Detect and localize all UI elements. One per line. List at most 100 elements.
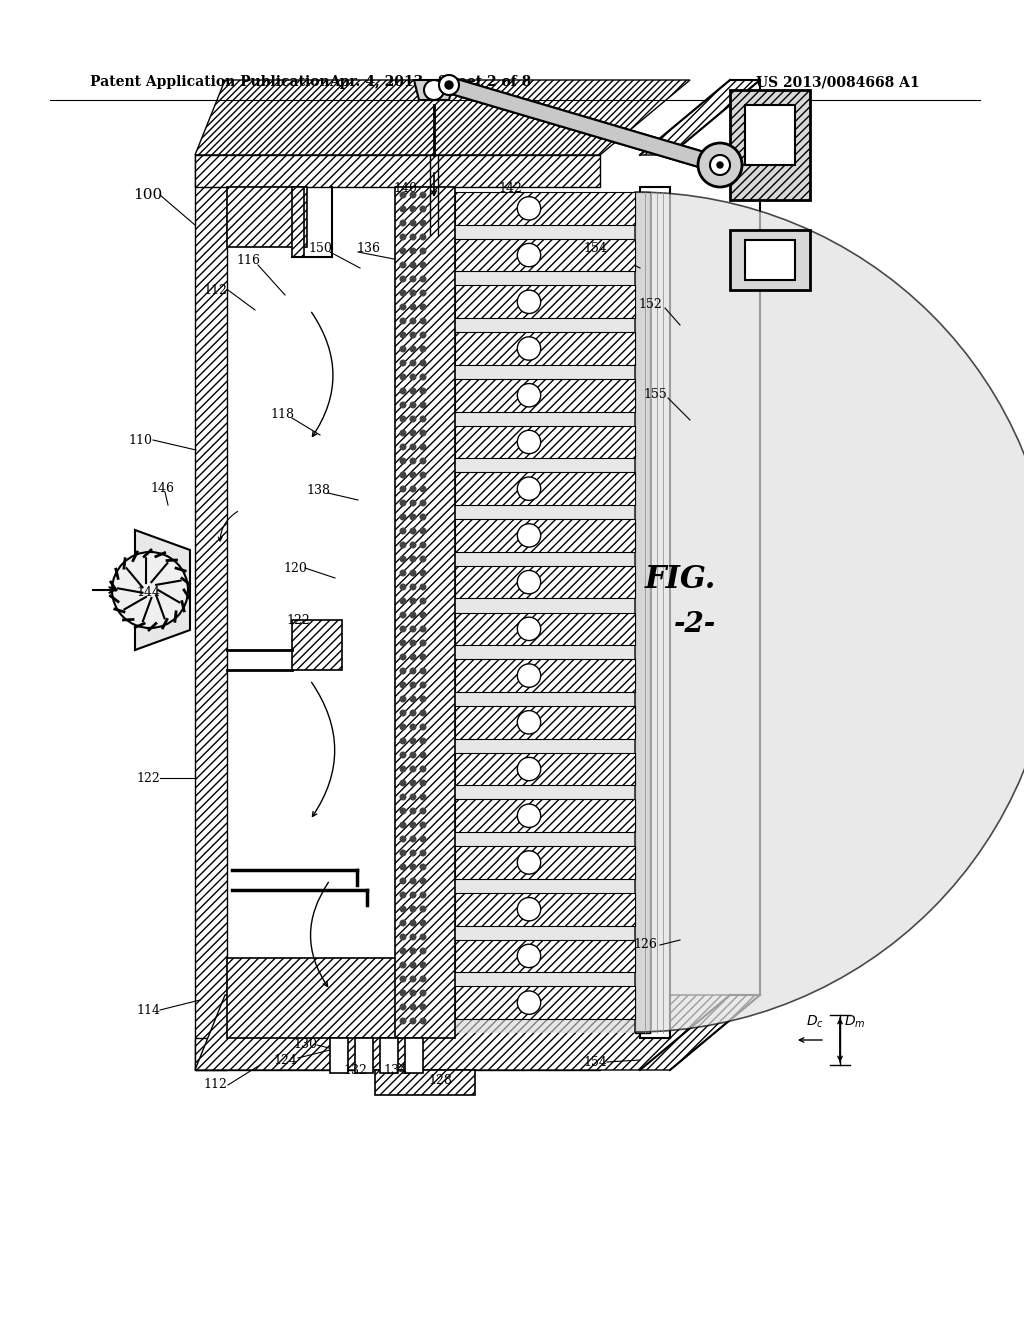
Circle shape xyxy=(420,346,427,352)
Text: 134: 134 xyxy=(383,1064,407,1077)
Circle shape xyxy=(517,758,541,780)
Circle shape xyxy=(399,780,407,787)
Polygon shape xyxy=(455,846,635,879)
Circle shape xyxy=(410,906,417,912)
Polygon shape xyxy=(195,154,227,1071)
Circle shape xyxy=(399,990,407,997)
Circle shape xyxy=(399,583,407,590)
Text: 118: 118 xyxy=(270,408,294,421)
Circle shape xyxy=(420,920,427,927)
Circle shape xyxy=(517,477,541,500)
Circle shape xyxy=(410,458,417,465)
Text: 154: 154 xyxy=(583,242,607,255)
Circle shape xyxy=(420,975,427,982)
Text: Apr. 4, 2013   Sheet 2 of 8: Apr. 4, 2013 Sheet 2 of 8 xyxy=(329,75,531,88)
Circle shape xyxy=(410,191,417,198)
Circle shape xyxy=(399,513,407,520)
Circle shape xyxy=(420,219,427,227)
Circle shape xyxy=(517,570,541,594)
Circle shape xyxy=(517,384,541,407)
Circle shape xyxy=(420,374,427,380)
Circle shape xyxy=(399,234,407,240)
Circle shape xyxy=(420,738,427,744)
Circle shape xyxy=(410,836,417,842)
Circle shape xyxy=(410,808,417,814)
Circle shape xyxy=(420,499,427,507)
Circle shape xyxy=(420,276,427,282)
Text: FIG.: FIG. xyxy=(644,565,716,595)
Polygon shape xyxy=(455,519,635,552)
Circle shape xyxy=(399,863,407,870)
Circle shape xyxy=(410,471,417,479)
Polygon shape xyxy=(446,78,722,173)
Text: -2-: -2- xyxy=(674,611,716,639)
Circle shape xyxy=(420,1018,427,1024)
Polygon shape xyxy=(455,940,635,973)
Bar xyxy=(745,106,795,165)
Circle shape xyxy=(410,486,417,492)
Text: 138: 138 xyxy=(306,483,330,496)
Circle shape xyxy=(420,289,427,297)
Circle shape xyxy=(410,1003,417,1011)
Circle shape xyxy=(410,583,417,590)
Bar xyxy=(330,1038,348,1073)
Circle shape xyxy=(410,219,417,227)
Circle shape xyxy=(420,1003,427,1011)
Circle shape xyxy=(410,416,417,422)
Text: Patent Application Publication: Patent Application Publication xyxy=(90,75,330,88)
Circle shape xyxy=(420,248,427,255)
Text: 130: 130 xyxy=(293,1039,317,1052)
Bar xyxy=(355,1038,373,1073)
Circle shape xyxy=(410,528,417,535)
Polygon shape xyxy=(455,612,635,645)
Circle shape xyxy=(410,598,417,605)
Circle shape xyxy=(445,81,453,88)
Circle shape xyxy=(399,499,407,507)
Circle shape xyxy=(420,471,427,479)
Circle shape xyxy=(410,863,417,870)
Circle shape xyxy=(399,261,407,268)
Wedge shape xyxy=(635,191,1024,1032)
Circle shape xyxy=(399,486,407,492)
Circle shape xyxy=(410,710,417,717)
Circle shape xyxy=(420,513,427,520)
Circle shape xyxy=(399,906,407,912)
Polygon shape xyxy=(455,986,635,1019)
Circle shape xyxy=(420,808,427,814)
Circle shape xyxy=(399,528,407,535)
Circle shape xyxy=(399,569,407,577)
Circle shape xyxy=(410,556,417,562)
Circle shape xyxy=(410,850,417,857)
Circle shape xyxy=(420,696,427,702)
Circle shape xyxy=(399,639,407,647)
Polygon shape xyxy=(455,285,635,318)
Circle shape xyxy=(410,289,417,297)
Text: 146: 146 xyxy=(150,482,174,495)
Circle shape xyxy=(399,975,407,982)
Polygon shape xyxy=(455,706,635,739)
Circle shape xyxy=(420,933,427,940)
Circle shape xyxy=(420,906,427,912)
Circle shape xyxy=(399,219,407,227)
Circle shape xyxy=(399,289,407,297)
Circle shape xyxy=(517,804,541,828)
Text: 150: 150 xyxy=(308,242,332,255)
Circle shape xyxy=(420,318,427,325)
Text: 142: 142 xyxy=(498,181,522,194)
Circle shape xyxy=(399,891,407,899)
Polygon shape xyxy=(195,154,600,187)
Circle shape xyxy=(420,458,427,465)
Circle shape xyxy=(399,541,407,549)
Circle shape xyxy=(420,793,427,800)
Circle shape xyxy=(424,81,444,100)
Circle shape xyxy=(410,388,417,395)
Text: 116: 116 xyxy=(236,253,260,267)
Text: 120: 120 xyxy=(283,561,307,574)
Circle shape xyxy=(410,780,417,787)
Circle shape xyxy=(410,359,417,367)
Circle shape xyxy=(410,541,417,549)
Circle shape xyxy=(399,556,407,562)
Circle shape xyxy=(399,933,407,940)
Circle shape xyxy=(410,331,417,338)
Polygon shape xyxy=(455,239,635,272)
